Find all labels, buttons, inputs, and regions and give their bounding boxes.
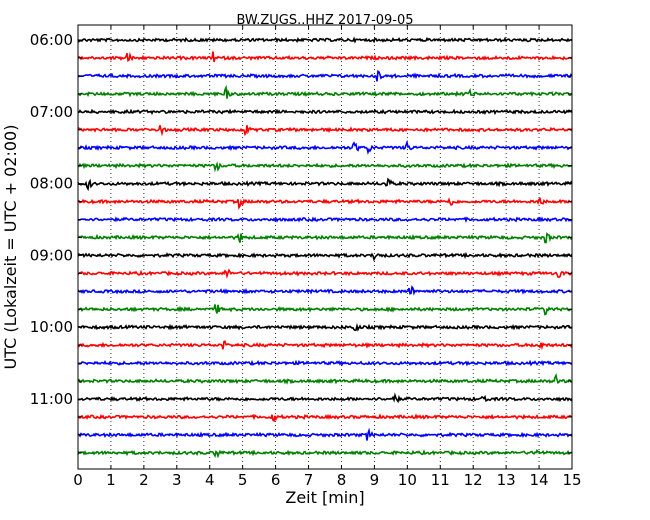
x-tick-label: 1: [106, 471, 116, 489]
x-tick-label: 0: [73, 471, 83, 489]
x-tick-label: 8: [337, 471, 347, 489]
trace-10:45: [77, 373, 573, 385]
x-tick-label: 13: [497, 471, 516, 489]
trace-06:15: [77, 51, 573, 63]
x-tick-label: 11: [431, 471, 450, 489]
trace-11:30: [77, 427, 573, 441]
trace-10:00: [77, 322, 573, 332]
x-tick-label: 5: [238, 471, 248, 489]
x-tick-label: 2: [139, 471, 149, 489]
x-axis-label: Zeit [min]: [285, 488, 364, 507]
trace-08:45: [77, 231, 573, 244]
trace-08:00: [77, 177, 573, 192]
x-tick-label: 12: [464, 471, 483, 489]
vertical-grid: [110, 25, 540, 469]
trace-10:15: [77, 340, 573, 351]
trace-06:00: [77, 36, 573, 44]
y-tick-label: 07:00: [30, 103, 73, 121]
x-tick-label: 14: [530, 471, 549, 489]
chart-title: BW.ZUGS..HHZ 2017-09-05: [236, 13, 413, 28]
y-tick-label: 09:00: [30, 246, 73, 264]
x-tick-label: 6: [271, 471, 281, 489]
trace-07:30: [77, 139, 573, 155]
trace-06:45: [77, 84, 573, 99]
x-tick-label: 7: [304, 471, 314, 489]
trace-08:30: [77, 216, 573, 224]
trace-11:45: [77, 448, 573, 459]
x-tick-label: 4: [205, 471, 215, 489]
trace-06:30: [77, 69, 573, 82]
y-tick-label: 10:00: [30, 318, 73, 336]
trace-07:15: [77, 125, 573, 137]
trace-11:15: [77, 413, 573, 423]
trace-08:15: [77, 197, 573, 210]
y-tick-label: 11:00: [30, 390, 73, 408]
plot-frame: [77, 24, 573, 470]
trace-09:15: [77, 268, 573, 280]
y-axis-label: UTC (Lokalzeit = UTC + 02:00): [1, 125, 20, 370]
y-tick-label: 06:00: [30, 31, 73, 49]
trace-10:30: [77, 359, 573, 367]
trace-09:45: [77, 304, 573, 316]
x-tick-label: 10: [398, 471, 417, 489]
x-axis-ticks: 0 1 2 3 4 5 6 7 8 9 10 11 12 13 14 15: [73, 25, 582, 489]
seismogram-traces: [77, 36, 573, 459]
trace-09:30: [77, 285, 573, 296]
x-tick-label: 15: [562, 471, 581, 489]
x-tick-label: 9: [370, 471, 380, 489]
trace-09:00: [77, 251, 573, 262]
trace-11:00: [77, 392, 573, 404]
trace-07:45: [77, 161, 573, 173]
x-tick-label: 3: [172, 471, 182, 489]
trace-07:00: [77, 108, 573, 116]
y-axis-ticks: 06:00 07:00 08:00 09:00 10:00 11:00: [30, 31, 572, 454]
y-tick-label: 08:00: [30, 175, 73, 193]
